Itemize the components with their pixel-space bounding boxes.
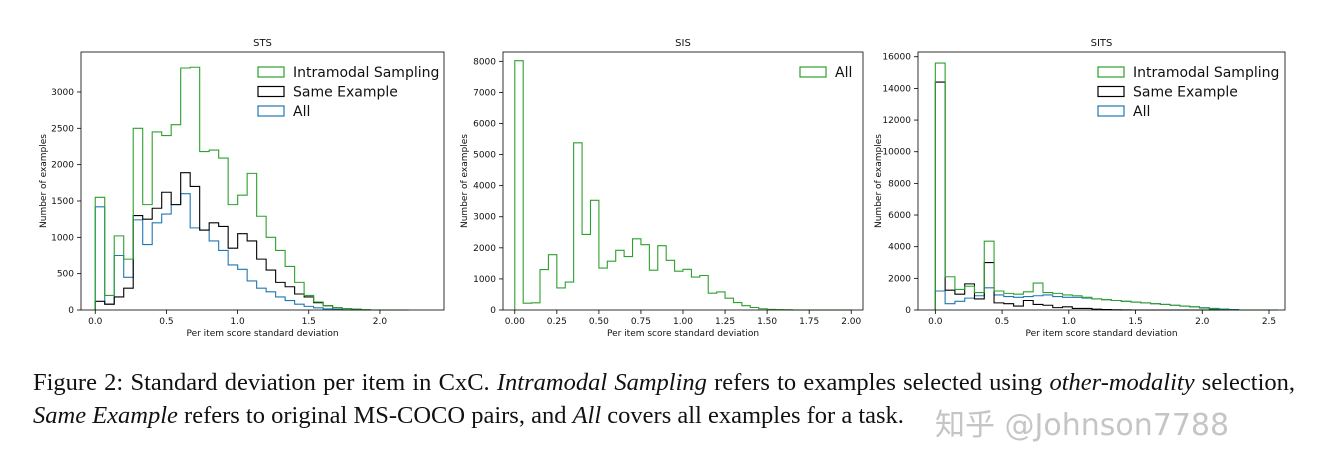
chart3-legend-swatch <box>1097 105 1125 117</box>
chart1-legend-label: All <box>293 104 310 120</box>
chart3-title: SITS <box>1091 38 1113 49</box>
chart1-ytick-label: 1500 <box>51 197 74 207</box>
chart3-series-0-histogram <box>934 62 1278 311</box>
caption-text-1: Standard deviation per item in CxC. <box>123 369 497 396</box>
chart3-xtick-label: 0.5 <box>995 317 1009 327</box>
chart2-xtick-label: 0.50 <box>589 317 609 327</box>
chart1-legend-swatch <box>257 85 285 98</box>
chart3-xtick-label: 1.5 <box>1128 317 1142 327</box>
caption-text-4: refers to original MS-COCO pairs, and <box>177 402 573 429</box>
caption-text-3: selection, <box>1194 369 1296 396</box>
caption-em-other-modality: other-modality <box>1049 369 1195 396</box>
chart2-xtick-label: 0.75 <box>631 317 651 327</box>
figure-caption: Figure 2: Standard deviation per item in… <box>33 366 1295 432</box>
chart2-series-0-histogram <box>514 60 852 311</box>
chart3-ytick-label: 16000 <box>882 53 911 63</box>
chart2-title: SIS <box>675 38 691 49</box>
chart3-legend-label: Same Example <box>1133 85 1238 101</box>
chart1-xtick-label: 1.0 <box>230 317 245 327</box>
chart1-xtick-label: 0.5 <box>159 317 173 327</box>
chart1-legend-label: Same Example <box>293 85 398 101</box>
chart1-ytick-label: 3000 <box>51 88 74 98</box>
chart3-xlabel: Per item score standard deviation <box>1025 329 1177 339</box>
chart1-xlabel: Per item score standard deviation <box>186 329 338 339</box>
chart1-xtick-label: 0.0 <box>88 317 103 327</box>
chart3-ytick-label: 14000 <box>882 84 911 94</box>
chart3-legend-swatch <box>1097 66 1125 78</box>
chart2-ytick-label: 5000 <box>473 151 496 161</box>
chart2-xtick-label: 2.00 <box>841 317 861 327</box>
chart2-legend-swatch <box>799 66 827 78</box>
chart3-legend-label: All <box>1133 104 1150 120</box>
chart2-xtick-label: 1.00 <box>673 317 693 327</box>
caption-em-intramodal: Intramodal Sampling <box>496 369 707 396</box>
figure-panels: 0.0 0.5 1.0 1.5 2.0050010001500200025003000S… <box>39 38 1286 339</box>
chart3-series-2-histogram <box>934 287 1278 311</box>
chart1-ytick-label: 2500 <box>51 124 74 134</box>
chart2-ytick-label: 3000 <box>473 213 496 223</box>
chart3-ylabel: Number of examples <box>874 134 884 228</box>
chart2-xtick-label: 1.75 <box>799 317 819 327</box>
chart3-ytick-label: 8000 <box>888 179 911 189</box>
chart1-series-2-histogram <box>94 193 409 311</box>
chart3-axes-frame <box>917 51 1286 311</box>
chart2-ylabel: Number of examples <box>460 134 470 228</box>
chart1-ylabel: Number of examples <box>39 134 49 228</box>
chart3-ytick-label: 0 <box>905 306 911 316</box>
chart1-ytick-label: 0 <box>68 306 74 316</box>
chart3-ytick-label: 4000 <box>888 243 911 253</box>
chart1-ytick-label: 2000 <box>51 161 74 171</box>
chart3-xtick-label: 1.0 <box>1062 317 1077 327</box>
chart3-legend-swatch <box>1097 85 1125 98</box>
chart2-xtick-label: 1.50 <box>757 317 777 327</box>
chart2-xtick-label: 0.25 <box>547 317 567 327</box>
caption-em-same-example: Same Example <box>33 402 178 429</box>
chart3-legend-label: Intramodal Sampling <box>1133 65 1279 81</box>
chart1-legend-label: Intramodal Sampling <box>293 65 439 81</box>
caption-em-all: All <box>572 402 602 429</box>
chart2-ytick-label: 4000 <box>473 182 496 192</box>
chart2-legend-label: All <box>835 65 852 81</box>
chart2-ytick-label: 6000 <box>473 119 496 129</box>
chart2-xtick-label: 1.25 <box>715 317 735 327</box>
chart1-legend-swatch <box>257 66 285 78</box>
chart3-ytick-label: 12000 <box>882 116 911 126</box>
chart1-ytick-label: 500 <box>57 270 74 280</box>
chart2-ytick-label: 0 <box>490 306 496 316</box>
chart2-xtick-label: 0.00 <box>505 317 525 327</box>
chart1-xtick-label: 2.0 <box>373 317 388 327</box>
chart1-title: STS <box>253 38 272 49</box>
chart3-ytick-label: 10000 <box>882 148 911 158</box>
chart2-ytick-label: 8000 <box>473 57 496 67</box>
chart1-ytick-label: 1000 <box>51 233 74 243</box>
chart3-ytick-label: 6000 <box>888 211 911 221</box>
caption-label: Figure 2: <box>33 369 124 396</box>
chart1-xtick-label: 1.5 <box>302 317 316 327</box>
chart1-legend-swatch <box>257 105 285 117</box>
chart1-series-0-histogram <box>94 66 409 311</box>
chart2-ytick-label: 7000 <box>473 88 496 98</box>
chart2-ytick-label: 2000 <box>473 244 496 254</box>
chart3-ytick-label: 2000 <box>888 274 911 284</box>
chart3-xtick-label: 2.0 <box>1195 317 1210 327</box>
chart2-xlabel: Per item score standard deviation <box>607 329 759 339</box>
chart3-xtick-label: 2.5 <box>1262 317 1276 327</box>
chart2-ytick-label: 1000 <box>473 275 496 285</box>
caption-text-5: covers all examples for a task. <box>601 402 904 429</box>
chart1-axes-frame <box>80 51 445 311</box>
caption-text-2: refers to examples selected using <box>706 369 1050 396</box>
chart3-xtick-label: 0.0 <box>928 317 943 327</box>
